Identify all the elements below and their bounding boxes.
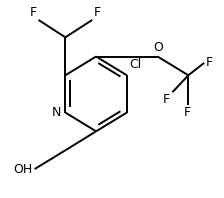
Text: F: F <box>163 93 170 106</box>
Text: Cl: Cl <box>129 58 142 71</box>
Text: N: N <box>52 106 62 119</box>
Text: F: F <box>30 6 37 19</box>
Text: F: F <box>206 56 213 69</box>
Text: O: O <box>154 41 164 54</box>
Text: F: F <box>94 6 101 19</box>
Text: F: F <box>184 107 191 119</box>
Text: OH: OH <box>13 163 32 176</box>
